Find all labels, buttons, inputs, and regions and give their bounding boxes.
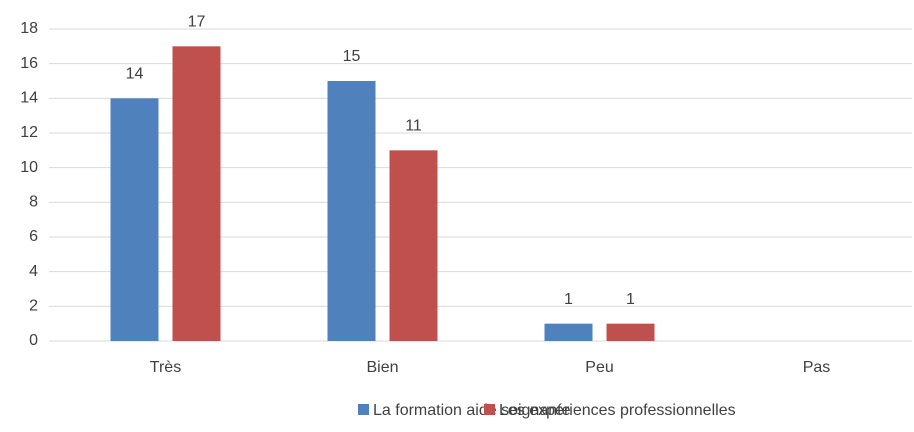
data-label: 1 <box>626 291 635 308</box>
y-tick-label: 8 <box>29 194 38 211</box>
data-label: 17 <box>188 14 206 31</box>
bar <box>327 81 376 341</box>
x-tick-label: Très <box>150 359 181 376</box>
x-tick-label: Pas <box>803 359 831 376</box>
bar <box>389 150 438 341</box>
y-tick-label: 14 <box>20 90 38 107</box>
legend-swatch <box>358 404 369 415</box>
data-label: 1 <box>564 291 573 308</box>
y-tick-label: 0 <box>29 332 38 349</box>
data-label: 15 <box>343 48 361 65</box>
legend-swatch <box>484 404 495 415</box>
x-tick-label: Bien <box>366 359 398 376</box>
legend-label: Les expériences professionnelles <box>499 402 736 419</box>
y-tick-label: 18 <box>20 20 38 37</box>
y-tick-label: 2 <box>29 298 38 315</box>
bar <box>172 46 221 341</box>
bar <box>606 323 655 341</box>
y-tick-label: 16 <box>20 55 38 72</box>
y-tick-label: 4 <box>29 263 38 280</box>
x-tick-label: Peu <box>585 359 613 376</box>
y-tick-label: 10 <box>20 159 38 176</box>
bar <box>544 323 593 341</box>
data-label: 14 <box>126 66 144 83</box>
y-tick-label: 12 <box>20 124 38 141</box>
data-label: 11 <box>405 118 422 135</box>
y-tick-label: 6 <box>29 228 38 245</box>
bar <box>110 98 159 341</box>
legend-label: La formation aide soignante <box>373 402 571 419</box>
